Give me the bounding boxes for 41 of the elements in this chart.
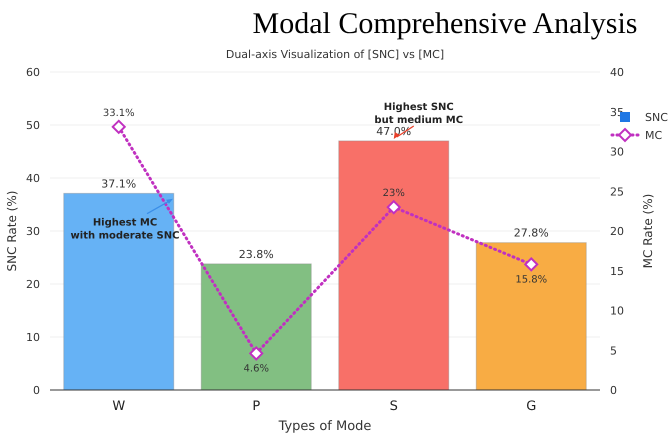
y2-tick-label: 20 (610, 225, 624, 238)
bar (476, 242, 587, 390)
bar (200, 263, 312, 390)
legend-label: MC (645, 129, 662, 142)
y2-tick-label: 10 (610, 304, 624, 318)
text: SNC (645, 111, 668, 124)
y-tick-label: 0 (33, 384, 40, 397)
data-label: 23.8% (238, 248, 274, 261)
y2-tick-label: 25 (610, 185, 624, 198)
y2-tick-label: 30 (610, 146, 624, 158)
data-label: 4.6% (244, 363, 269, 374)
chart-title: Modal Comprehensive Analysis (252, 7, 638, 40)
y-tick-label: 30 (26, 225, 40, 238)
point (112, 120, 126, 134)
data-label: 27.8% (514, 226, 549, 240)
x-tick-label: S (390, 399, 398, 414)
y2-tick-label: 0 (610, 384, 617, 397)
y2-tick-label: 40 (610, 66, 624, 79)
x-tick-label: W (112, 399, 126, 414)
data-label: 37.1% (101, 177, 136, 190)
x-tick-label: P (252, 399, 260, 414)
y-tick-label: 10 (26, 331, 40, 344)
x-axis-title: Types of Mode (278, 419, 372, 434)
x-tick-label: G (526, 399, 536, 414)
y-tick-label: 40 (26, 172, 40, 185)
y2-tick-label: 5 (610, 344, 617, 358)
annotation: Highest SNC but medium MC (374, 102, 464, 126)
y-tick-label: 20 (26, 278, 40, 291)
point (524, 257, 538, 272)
chart-subtitle: Dual-axis Visualization of [SNC] vs [MC] (226, 48, 444, 61)
point (386, 200, 401, 214)
data-label: 23% (382, 188, 405, 200)
y-tick-label: 60 (26, 66, 40, 79)
data-label: 15.8% (515, 274, 548, 286)
data-label: 33.1% (102, 108, 135, 119)
point (249, 346, 264, 360)
y2-axis-title: MC Rate (%) (641, 194, 655, 268)
y-axis-title: SNC Rate (%) (5, 190, 19, 272)
bar (338, 140, 450, 390)
y2-tick-label: 15 (610, 264, 624, 278)
y-tick-label: 50 (26, 119, 40, 132)
